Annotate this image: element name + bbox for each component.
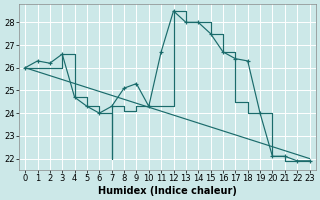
X-axis label: Humidex (Indice chaleur): Humidex (Indice chaleur): [98, 186, 237, 196]
